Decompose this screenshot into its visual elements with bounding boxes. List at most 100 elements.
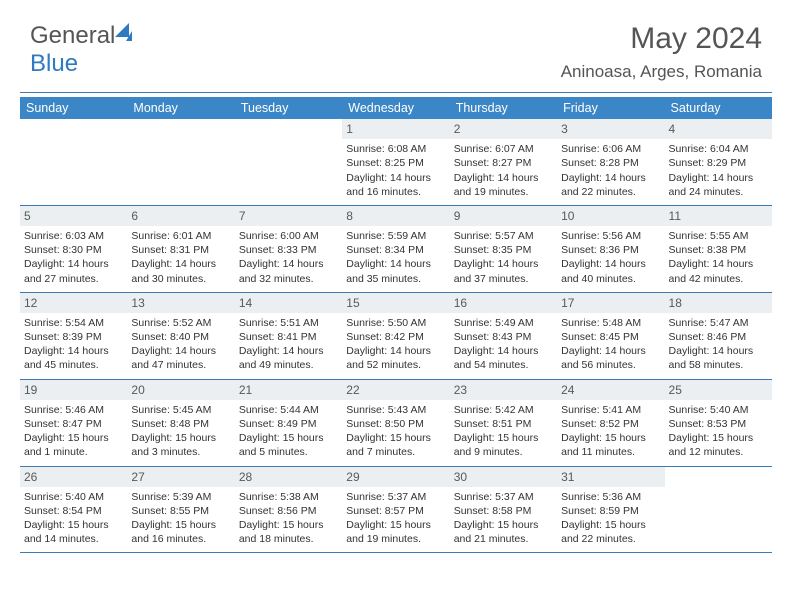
- day-number: 12: [20, 293, 127, 313]
- day-cell: 2Sunrise: 6:07 AMSunset: 8:27 PMDaylight…: [450, 119, 557, 205]
- day-number: 15: [342, 293, 449, 313]
- day-number: 21: [235, 380, 342, 400]
- sunrise-text: Sunrise: 6:06 AM: [561, 142, 660, 156]
- day-number: 23: [450, 380, 557, 400]
- day-cell: 10Sunrise: 5:56 AMSunset: 8:36 PMDayligh…: [557, 206, 664, 292]
- sunset-text: Sunset: 8:47 PM: [24, 417, 123, 431]
- daylight-text-1: Daylight: 14 hours: [561, 257, 660, 271]
- day-cell: 22Sunrise: 5:43 AMSunset: 8:50 PMDayligh…: [342, 380, 449, 466]
- sunrise-text: Sunrise: 5:56 AM: [561, 229, 660, 243]
- daylight-text-1: Daylight: 14 hours: [24, 257, 123, 271]
- daylight-text-1: Daylight: 15 hours: [24, 518, 123, 532]
- sunset-text: Sunset: 8:48 PM: [131, 417, 230, 431]
- day-cell: 18Sunrise: 5:47 AMSunset: 8:46 PMDayligh…: [665, 293, 772, 379]
- day-cell: 21Sunrise: 5:44 AMSunset: 8:49 PMDayligh…: [235, 380, 342, 466]
- month-title: May 2024: [561, 22, 762, 56]
- sunset-text: Sunset: 8:38 PM: [669, 243, 768, 257]
- sunset-text: Sunset: 8:41 PM: [239, 330, 338, 344]
- day-number: 25: [665, 380, 772, 400]
- day-number: 20: [127, 380, 234, 400]
- day-number: 9: [450, 206, 557, 226]
- daylight-text-2: and 49 minutes.: [239, 358, 338, 372]
- sunrise-text: Sunrise: 5:48 AM: [561, 316, 660, 330]
- daylight-text-2: and 47 minutes.: [131, 358, 230, 372]
- sunrise-text: Sunrise: 5:41 AM: [561, 403, 660, 417]
- day-number: 30: [450, 467, 557, 487]
- daylight-text-1: Daylight: 14 hours: [346, 171, 445, 185]
- day-cell: 14Sunrise: 5:51 AMSunset: 8:41 PMDayligh…: [235, 293, 342, 379]
- weekday-header: Friday: [557, 97, 664, 119]
- day-number: 28: [235, 467, 342, 487]
- day-number: 16: [450, 293, 557, 313]
- daylight-text-2: and 12 minutes.: [669, 445, 768, 459]
- day-cell: 30Sunrise: 5:37 AMSunset: 8:58 PMDayligh…: [450, 467, 557, 553]
- sunrise-text: Sunrise: 5:39 AM: [131, 490, 230, 504]
- weekday-header: Wednesday: [342, 97, 449, 119]
- sunset-text: Sunset: 8:30 PM: [24, 243, 123, 257]
- day-cell: 23Sunrise: 5:42 AMSunset: 8:51 PMDayligh…: [450, 380, 557, 466]
- week-row: 26Sunrise: 5:40 AMSunset: 8:54 PMDayligh…: [20, 467, 772, 554]
- daylight-text-1: Daylight: 14 hours: [669, 344, 768, 358]
- sunrise-text: Sunrise: 6:07 AM: [454, 142, 553, 156]
- day-cell: 8Sunrise: 5:59 AMSunset: 8:34 PMDaylight…: [342, 206, 449, 292]
- daylight-text-1: Daylight: 15 hours: [239, 431, 338, 445]
- day-number: 18: [665, 293, 772, 313]
- daylight-text-2: and 16 minutes.: [131, 532, 230, 546]
- sunset-text: Sunset: 8:51 PM: [454, 417, 553, 431]
- daylight-text-1: Daylight: 15 hours: [346, 518, 445, 532]
- weekday-header: Thursday: [450, 97, 557, 119]
- sunset-text: Sunset: 8:33 PM: [239, 243, 338, 257]
- daylight-text-1: Daylight: 14 hours: [669, 171, 768, 185]
- brand-logo: General Blue: [30, 22, 132, 78]
- daylight-text-2: and 19 minutes.: [454, 185, 553, 199]
- day-number: 31: [557, 467, 664, 487]
- daylight-text-1: Daylight: 15 hours: [454, 431, 553, 445]
- sunrise-text: Sunrise: 5:40 AM: [24, 490, 123, 504]
- day-cell: 28Sunrise: 5:38 AMSunset: 8:56 PMDayligh…: [235, 467, 342, 553]
- daylight-text-2: and 3 minutes.: [131, 445, 230, 459]
- day-cell: 26Sunrise: 5:40 AMSunset: 8:54 PMDayligh…: [20, 467, 127, 553]
- day-cell: 16Sunrise: 5:49 AMSunset: 8:43 PMDayligh…: [450, 293, 557, 379]
- daylight-text-2: and 21 minutes.: [454, 532, 553, 546]
- daylight-text-2: and 9 minutes.: [454, 445, 553, 459]
- day-number: 26: [20, 467, 127, 487]
- daylight-text-2: and 22 minutes.: [561, 532, 660, 546]
- weekday-header: Saturday: [665, 97, 772, 119]
- day-cell: 7Sunrise: 6:00 AMSunset: 8:33 PMDaylight…: [235, 206, 342, 292]
- sunrise-text: Sunrise: 5:51 AM: [239, 316, 338, 330]
- day-cell: 5Sunrise: 6:03 AMSunset: 8:30 PMDaylight…: [20, 206, 127, 292]
- daylight-text-1: Daylight: 14 hours: [454, 257, 553, 271]
- header-divider: [20, 92, 772, 93]
- daylight-text-2: and 30 minutes.: [131, 272, 230, 286]
- daylight-text-2: and 16 minutes.: [346, 185, 445, 199]
- daylight-text-1: Daylight: 15 hours: [24, 431, 123, 445]
- day-cell: 4Sunrise: 6:04 AMSunset: 8:29 PMDaylight…: [665, 119, 772, 205]
- sunset-text: Sunset: 8:25 PM: [346, 156, 445, 170]
- day-number: 7: [235, 206, 342, 226]
- brand-part1: General: [30, 22, 115, 49]
- day-number: 13: [127, 293, 234, 313]
- day-number: 11: [665, 206, 772, 226]
- daylight-text-2: and 14 minutes.: [24, 532, 123, 546]
- daylight-text-2: and 37 minutes.: [454, 272, 553, 286]
- sunrise-text: Sunrise: 5:38 AM: [239, 490, 338, 504]
- sunset-text: Sunset: 8:36 PM: [561, 243, 660, 257]
- day-cell: [235, 119, 342, 205]
- sail-icon-small: [126, 31, 132, 41]
- sunrise-text: Sunrise: 5:36 AM: [561, 490, 660, 504]
- daylight-text-1: Daylight: 14 hours: [24, 344, 123, 358]
- sunset-text: Sunset: 8:59 PM: [561, 504, 660, 518]
- day-number: 4: [665, 119, 772, 139]
- day-cell: 13Sunrise: 5:52 AMSunset: 8:40 PMDayligh…: [127, 293, 234, 379]
- weekday-header: Sunday: [20, 97, 127, 119]
- day-cell: 9Sunrise: 5:57 AMSunset: 8:35 PMDaylight…: [450, 206, 557, 292]
- daylight-text-1: Daylight: 15 hours: [561, 431, 660, 445]
- daylight-text-1: Daylight: 15 hours: [561, 518, 660, 532]
- sunset-text: Sunset: 8:40 PM: [131, 330, 230, 344]
- daylight-text-1: Daylight: 14 hours: [454, 344, 553, 358]
- daylight-text-2: and 42 minutes.: [669, 272, 768, 286]
- daylight-text-2: and 32 minutes.: [239, 272, 338, 286]
- day-number: 29: [342, 467, 449, 487]
- sunset-text: Sunset: 8:43 PM: [454, 330, 553, 344]
- calendar: SundayMondayTuesdayWednesdayThursdayFrid…: [20, 97, 772, 553]
